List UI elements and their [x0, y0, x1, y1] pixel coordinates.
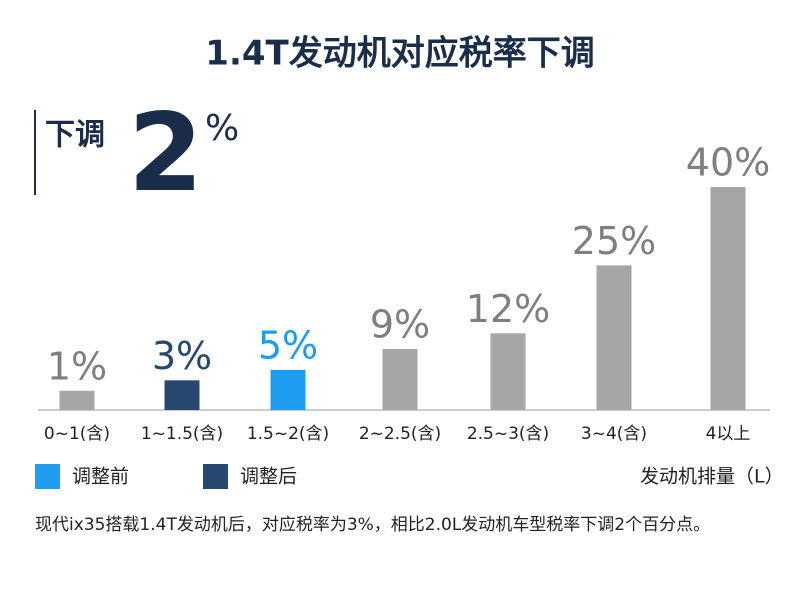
callout-label: 下调: [45, 118, 105, 153]
x-tick-label: 2.5~3(含): [467, 424, 549, 444]
footnote: 现代ix35搭载1.4T发动机后，对应税率为3%，相比2.0L发动机车型税率下调…: [35, 515, 711, 535]
value-label: 3%: [152, 334, 212, 378]
bar: [710, 187, 746, 410]
x-axis-label: 发动机排量（L）: [640, 466, 784, 488]
x-tick-label: 1.5~2(含): [247, 424, 329, 444]
bar: [596, 265, 632, 410]
bar: [59, 390, 95, 410]
chart-title: 1.4T发动机对应税率下调: [205, 34, 594, 74]
bar: [270, 369, 306, 410]
value-label: 1%: [47, 344, 107, 388]
bar: [164, 380, 200, 410]
legend-label: 调整前: [72, 466, 129, 488]
bar: [490, 333, 526, 410]
x-tick-label: 3~4(含): [581, 424, 647, 444]
legend-swatch: [35, 464, 60, 489]
value-label: 5%: [258, 323, 318, 367]
legend-label: 调整后: [240, 466, 297, 488]
value-label: 12%: [466, 287, 550, 331]
legend-swatch: [203, 464, 228, 489]
x-tick-label: 4以上: [706, 424, 751, 444]
value-label: 25%: [572, 219, 656, 263]
callout-unit: %: [205, 108, 239, 149]
x-tick-label: 2~2.5(含): [359, 424, 441, 444]
x-tick-label: 1~1.5(含): [141, 424, 223, 444]
value-label: 40%: [686, 141, 770, 185]
value-label: 9%: [370, 302, 430, 346]
callout-value: 2: [128, 91, 203, 216]
x-tick-label: 0~1(含): [44, 424, 110, 444]
bar: [382, 348, 418, 410]
